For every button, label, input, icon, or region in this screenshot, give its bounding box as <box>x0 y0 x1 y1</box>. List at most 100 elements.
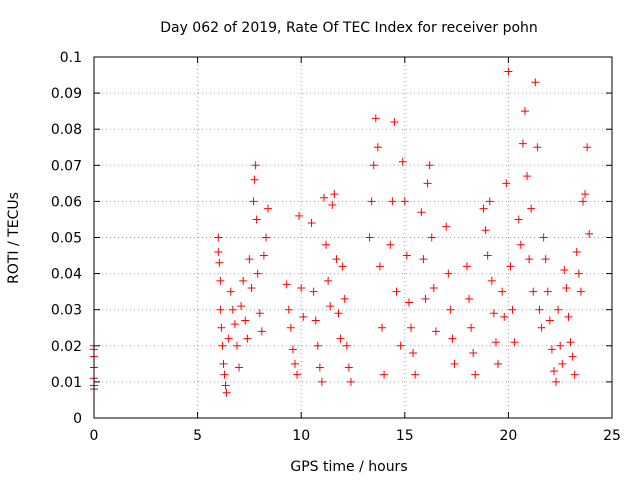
data-point <box>367 197 376 206</box>
y-tick-label: 0.02 <box>51 339 82 355</box>
y-tick-label: 0.08 <box>51 122 82 138</box>
data-point <box>502 179 511 188</box>
data-point <box>241 316 250 325</box>
data-point <box>216 305 225 314</box>
data-point <box>375 262 384 271</box>
data-point <box>293 370 302 379</box>
data-point <box>378 323 387 332</box>
data-points <box>90 67 594 397</box>
data-point <box>442 222 451 231</box>
data-point <box>338 262 347 271</box>
data-point <box>506 262 515 271</box>
data-point <box>510 338 519 347</box>
data-point <box>467 323 476 332</box>
data-point <box>319 193 328 202</box>
data-point <box>429 284 438 293</box>
y-tick-label: 0.09 <box>51 86 82 102</box>
data-point <box>221 381 230 390</box>
data-point <box>307 219 316 228</box>
data-point <box>535 305 544 314</box>
data-point <box>220 370 229 379</box>
data-point <box>340 294 349 303</box>
data-point <box>516 240 525 249</box>
data-point <box>576 287 585 296</box>
data-point <box>444 269 453 278</box>
data-point <box>421 294 430 303</box>
data-point <box>390 117 399 126</box>
data-point <box>564 312 573 321</box>
data-point <box>226 287 235 296</box>
y-axis-label: ROTI / TECUs <box>6 192 22 284</box>
data-point <box>578 197 587 206</box>
data-point <box>581 190 590 199</box>
data-point <box>249 197 258 206</box>
data-point <box>250 175 259 184</box>
data-point <box>218 341 227 350</box>
data-point <box>558 359 567 368</box>
data-point <box>247 284 256 293</box>
data-point <box>261 233 270 242</box>
data-point <box>485 197 494 206</box>
data-point <box>583 143 592 152</box>
data-point <box>483 251 492 260</box>
data-point <box>398 157 407 166</box>
data-point <box>514 215 523 224</box>
x-tick-label: 5 <box>193 428 202 444</box>
data-point <box>313 341 322 350</box>
data-point <box>465 294 474 303</box>
data-point <box>315 363 324 372</box>
data-point <box>533 143 542 152</box>
data-point <box>407 323 416 332</box>
data-point <box>537 323 546 332</box>
data-point <box>554 305 563 314</box>
data-point <box>344 363 353 372</box>
data-point <box>491 338 500 347</box>
data-point <box>252 215 261 224</box>
data-point <box>489 309 498 318</box>
data-point <box>216 276 225 285</box>
data-point <box>299 312 308 321</box>
grid-lines <box>94 57 612 418</box>
data-point <box>545 316 554 325</box>
data-point <box>541 255 550 264</box>
x-axis-label: GPS time / hours <box>290 459 407 475</box>
data-point <box>215 258 224 267</box>
axis-ticks: 0 5 10 15 20 25 0 0.01 0.02 0.03 0.04 0.05 0.06 0.07 0… <box>51 50 621 444</box>
y-tick-label: 0.03 <box>51 303 82 319</box>
data-point <box>402 251 411 260</box>
data-point <box>556 341 565 350</box>
plot-frame <box>93 56 613 419</box>
data-point <box>520 107 529 116</box>
x-tick-label: 20 <box>499 428 517 444</box>
data-point <box>290 359 299 368</box>
data-point <box>566 338 575 347</box>
data-point <box>365 233 374 242</box>
data-point <box>547 345 556 354</box>
data-point <box>286 323 295 332</box>
data-point <box>427 233 436 242</box>
data-point <box>264 204 273 213</box>
data-point <box>431 327 440 336</box>
data-point <box>539 233 548 242</box>
data-point <box>529 287 538 296</box>
data-point <box>214 233 223 242</box>
data-point <box>419 255 428 264</box>
x-tick-label: 10 <box>292 428 310 444</box>
data-point <box>525 255 534 264</box>
data-point <box>224 334 233 343</box>
data-point <box>245 255 254 264</box>
data-point <box>257 327 266 336</box>
y-tick-label: 0.05 <box>51 231 82 247</box>
x-tick-label: 0 <box>90 428 99 444</box>
data-point <box>222 388 231 397</box>
data-point <box>388 197 397 206</box>
data-point <box>297 284 306 293</box>
data-point <box>326 302 335 311</box>
y-tick-label: 0.1 <box>60 50 82 66</box>
data-point <box>311 316 320 325</box>
data-point <box>570 370 579 379</box>
data-point <box>243 334 252 343</box>
data-point <box>531 78 540 87</box>
data-point <box>479 204 488 213</box>
data-point <box>543 287 552 296</box>
